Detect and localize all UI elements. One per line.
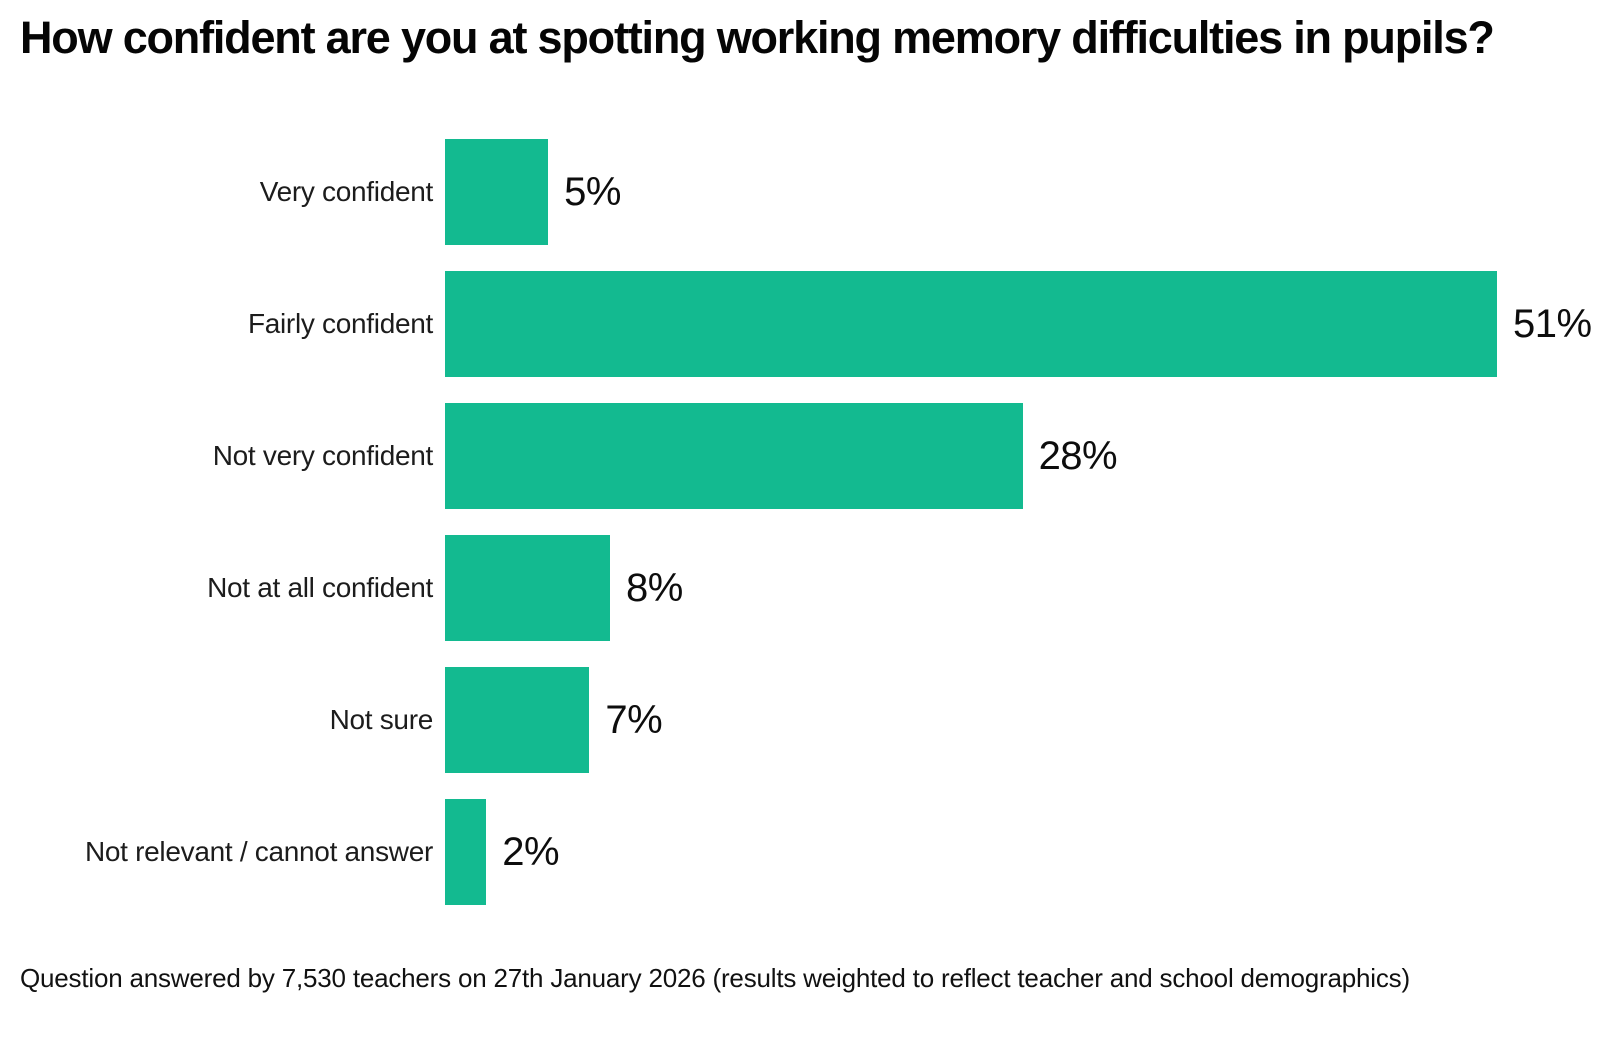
category-label: Fairly confident (247, 308, 433, 339)
bar-row: Very confident 5% (0, 139, 1600, 245)
category-label: Not relevant / cannot answer (84, 836, 433, 867)
bar-track: 51% (445, 271, 1592, 377)
bar (445, 403, 1023, 509)
category-label: Not at all confident (207, 572, 433, 603)
value-label: 51% (1513, 301, 1592, 346)
bar-row: Not sure 7% (0, 667, 1600, 773)
value-label: 7% (605, 697, 663, 742)
bar-track: 8% (445, 535, 1497, 641)
category-label: Not sure (329, 704, 434, 735)
value-label: 28% (1038, 433, 1118, 478)
bar-track: 2% (445, 799, 1497, 905)
bar-chart: Very confident 5% Fairly confident 51% N… (0, 139, 1600, 905)
chart-title: How confident are you at spotting workin… (20, 12, 1495, 63)
bar (445, 139, 549, 245)
bar (445, 535, 611, 641)
category-label: Not very confident (212, 440, 434, 471)
bar-track: 5% (445, 139, 1497, 245)
bar-row: Not very confident 28% (0, 403, 1600, 509)
bar-row: Not at all confident 8% (0, 535, 1600, 641)
bar-track: 7% (445, 667, 1497, 773)
bar-track: 28% (445, 403, 1497, 509)
bar-row: Fairly confident 51% (0, 271, 1600, 377)
value-label: 5% (564, 169, 621, 214)
bar (445, 271, 1497, 377)
chart-footnote: Question answered by 7,530 teachers on 2… (20, 963, 1410, 993)
category-label: Very confident (259, 176, 434, 207)
bar-row: Not relevant / cannot answer 2% (0, 799, 1600, 905)
value-label: 8% (626, 565, 683, 610)
bar (445, 799, 487, 905)
value-label: 2% (502, 829, 560, 874)
bar (445, 667, 590, 773)
